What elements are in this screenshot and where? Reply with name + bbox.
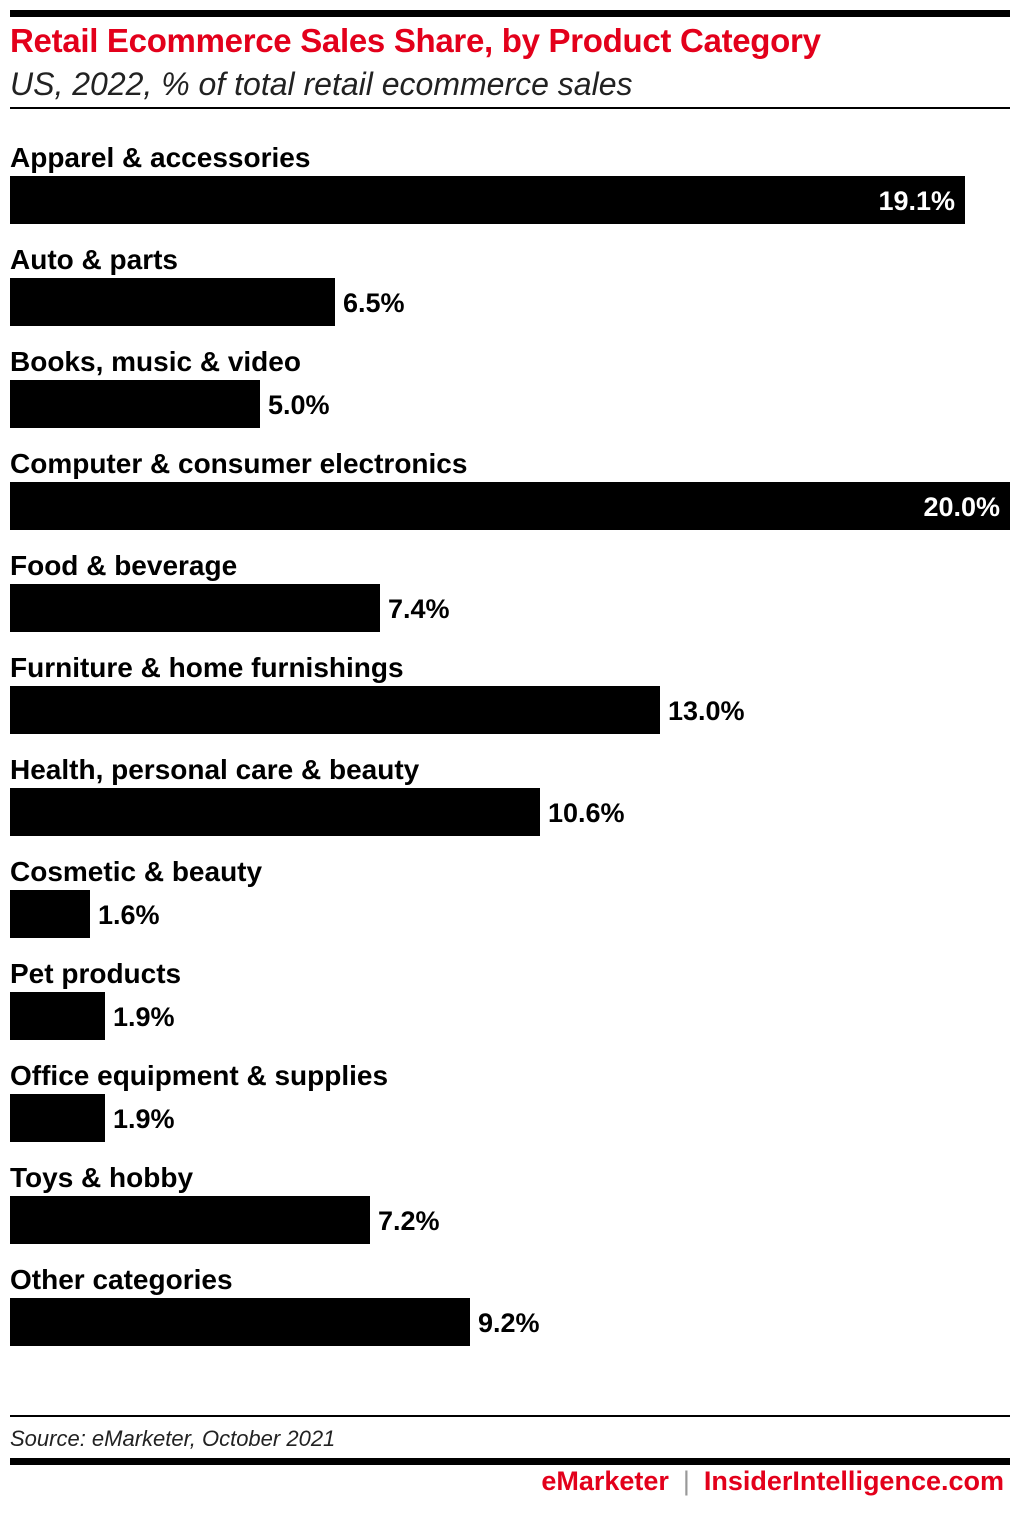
- bar: [10, 686, 660, 734]
- title-rule: [10, 107, 1010, 109]
- category-label: Books, music & video: [10, 346, 301, 377]
- bar: [10, 1298, 470, 1346]
- bar: [10, 1094, 105, 1142]
- category-label: Health, personal care & beauty: [10, 754, 420, 785]
- category-label: Furniture & home furnishings: [10, 652, 404, 683]
- bar: [10, 992, 105, 1040]
- value-label: 1.6%: [98, 900, 160, 930]
- value-label: 9.2%: [478, 1308, 540, 1338]
- category-label: Toys & hobby: [10, 1162, 193, 1193]
- bar: [10, 176, 965, 224]
- bar-chart: Apparel & accessories 19.1% Auto & parts 6.…: [10, 142, 1010, 1346]
- bar: [10, 380, 260, 428]
- chart-title: Retail Ecommerce Sales Share, by Product…: [10, 22, 821, 59]
- bar: [10, 890, 90, 938]
- category-label: Office equipment & supplies: [10, 1060, 388, 1091]
- bar: [10, 1196, 370, 1244]
- category-label: Auto & parts: [10, 244, 178, 275]
- value-label: 5.0%: [268, 390, 330, 420]
- value-label: 20.0%: [923, 492, 1000, 522]
- chart-subtitle: US, 2022, % of total retail ecommerce sa…: [10, 66, 633, 102]
- category-label: Computer & consumer electronics: [10, 448, 467, 479]
- category-label: Food & beverage: [10, 550, 237, 581]
- bar: [10, 584, 380, 632]
- value-label: 6.5%: [343, 288, 405, 318]
- footer-branding: eMarketer | InsiderIntelligence.com: [541, 1466, 1004, 1497]
- category-label: Other categories: [10, 1264, 233, 1295]
- value-label: 7.4%: [388, 594, 450, 624]
- value-label: 1.9%: [113, 1002, 175, 1032]
- bar: [10, 278, 335, 326]
- value-label: 10.6%: [548, 798, 625, 828]
- footer-rule: [10, 1458, 1010, 1465]
- brand-separator: |: [682, 1466, 690, 1496]
- source-rule: [10, 1415, 1010, 1417]
- brand-emarketer[interactable]: eMarketer: [541, 1466, 669, 1496]
- category-label: Pet products: [10, 958, 181, 989]
- value-label: 7.2%: [378, 1206, 440, 1236]
- value-label: 1.9%: [113, 1104, 175, 1134]
- category-label: Cosmetic & beauty: [10, 856, 262, 887]
- brand-insider-intelligence[interactable]: InsiderIntelligence.com: [703, 1466, 1004, 1496]
- bar: [10, 482, 1010, 530]
- source-note: Source: eMarketer, October 2021: [10, 1426, 336, 1451]
- top-rule: [10, 10, 1010, 17]
- category-label: Apparel & accessories: [10, 142, 310, 173]
- value-label: 13.0%: [668, 696, 745, 726]
- bar: [10, 788, 540, 836]
- value-label: 19.1%: [878, 186, 955, 216]
